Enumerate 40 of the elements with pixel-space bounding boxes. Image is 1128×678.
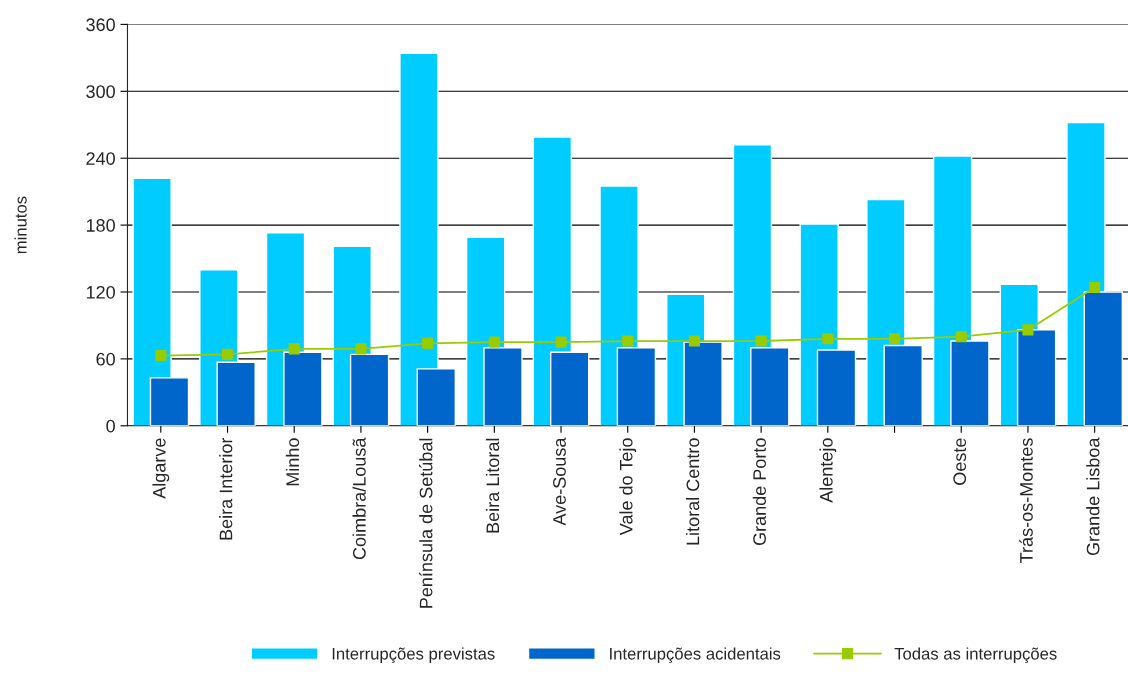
point bbox=[355, 343, 367, 355]
point bbox=[755, 335, 767, 347]
y-tick-label: 240 bbox=[86, 152, 115, 165]
legend-label: Interrupções previstas bbox=[332, 647, 495, 663]
x-tick-label: Vale do Tejo bbox=[619, 438, 637, 536]
y-tick-label: 360 bbox=[86, 18, 115, 32]
x-tick-label: Algarve bbox=[152, 438, 170, 499]
point bbox=[488, 336, 500, 348]
point bbox=[221, 348, 234, 360]
legend-label: Todas as interrupções bbox=[894, 647, 1057, 663]
point bbox=[1089, 281, 1101, 294]
x-tick-label: Oeste bbox=[953, 438, 967, 485]
x-tick-label: Alentejo bbox=[819, 438, 837, 503]
x-tick-label: Beira Interior bbox=[219, 437, 233, 540]
point bbox=[555, 336, 567, 348]
x-tick-label: Península de Setúbal bbox=[419, 438, 433, 608]
point bbox=[888, 333, 901, 345]
x-tick-label: Grande Lisboa bbox=[1086, 437, 1100, 556]
y-axis-title: minutos bbox=[14, 196, 27, 254]
y-tick-label: 120 bbox=[86, 285, 115, 299]
point bbox=[955, 331, 967, 343]
y-tick-label: 300 bbox=[86, 85, 115, 99]
legend-label: Interrupções acidentais bbox=[610, 647, 781, 663]
point bbox=[422, 337, 434, 349]
point bbox=[822, 333, 834, 345]
y-tick-label: 60 bbox=[96, 352, 115, 366]
y-tick-label: 180 bbox=[86, 219, 115, 232]
x-tick-label: Ave-Sousa bbox=[553, 437, 566, 526]
x-tick-label: Trás-os-Montes bbox=[1019, 438, 1033, 563]
point bbox=[688, 335, 700, 347]
point bbox=[622, 335, 634, 347]
x-tick-label: Grande Porto bbox=[752, 438, 766, 546]
point bbox=[155, 349, 167, 362]
x-tick-label: Minho bbox=[285, 438, 300, 486]
point bbox=[288, 343, 300, 355]
point bbox=[1022, 324, 1034, 336]
y-tick-label: 0 bbox=[106, 419, 115, 433]
x-tick-label: Beira Litoral bbox=[485, 438, 500, 533]
x-tick-label: Coimbra/Lousã bbox=[352, 437, 366, 560]
x-tick-label: Litoral Centro bbox=[686, 438, 700, 545]
